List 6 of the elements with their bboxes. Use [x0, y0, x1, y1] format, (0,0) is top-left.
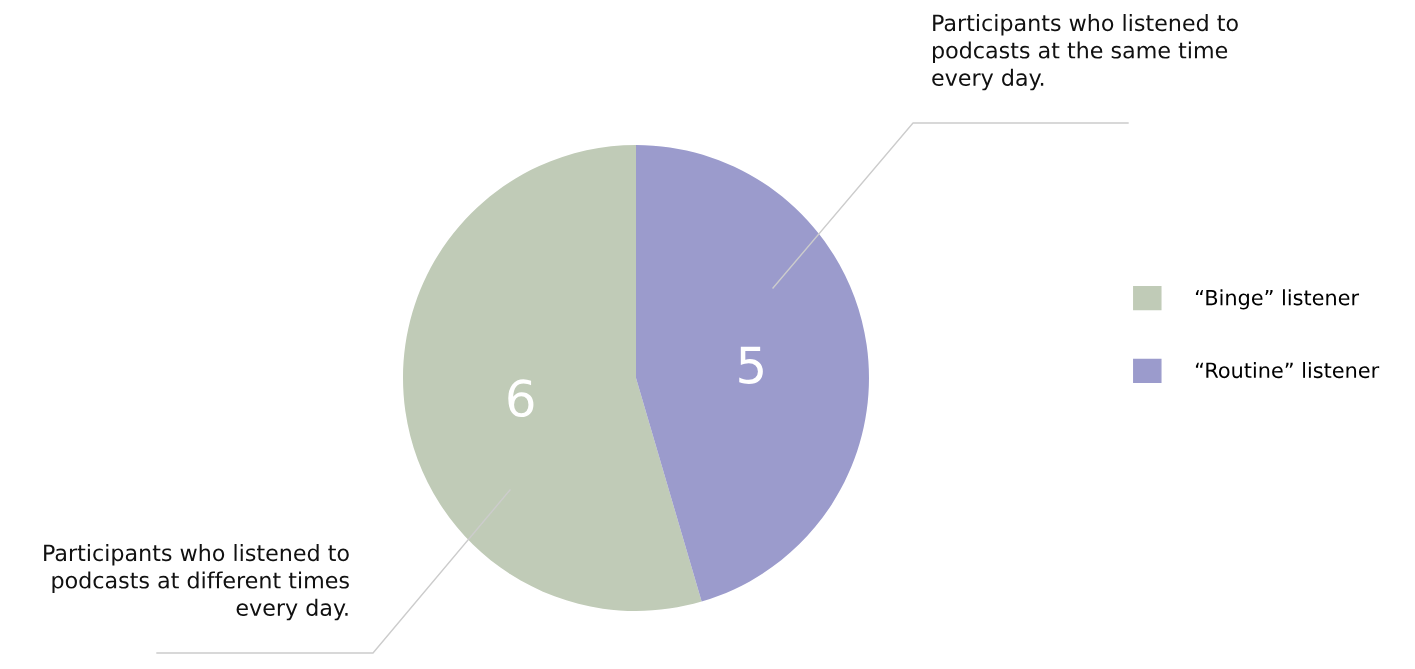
text: Participants who listened to podcasts at the same time every day. — [932, 14, 1238, 91]
data-label: 6 — [508, 379, 534, 418]
data-label: 5 — [739, 346, 763, 384]
legend-label: “Routine” listener — [1195, 362, 1380, 379]
legend-label: “Binge” listener — [1195, 289, 1360, 310]
text: Participants who listened to podcasts at different times every day. — [44, 544, 349, 621]
